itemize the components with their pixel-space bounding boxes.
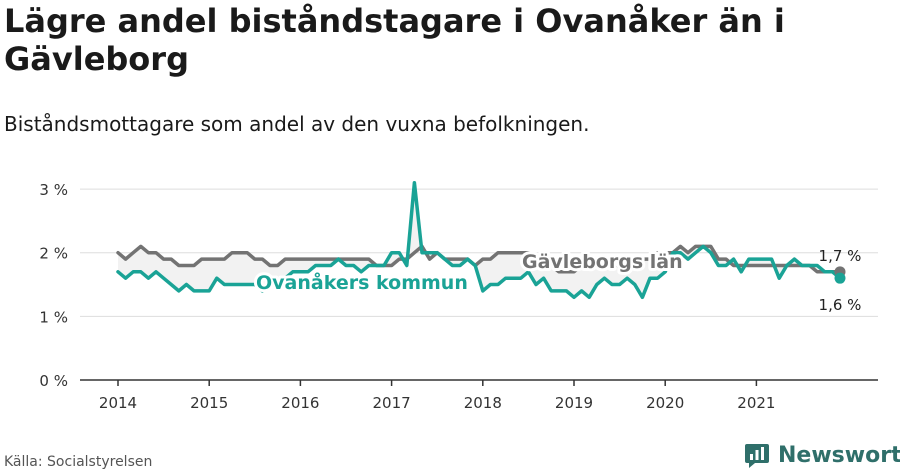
end-value-label-gavleborg: 1,7 % <box>819 247 862 265</box>
x-tick-label: 2014 <box>99 394 137 412</box>
difference-area <box>118 182 840 298</box>
chart-subtitle: Biståndsmottagare som andel av den vuxna… <box>4 112 590 136</box>
x-tick-label: 2020 <box>646 394 684 412</box>
x-tick-label: 2019 <box>555 394 593 412</box>
series-label-gavleborg: Gävleborgs län <box>522 251 683 273</box>
x-tick-label: 2018 <box>464 394 502 412</box>
newsworthy-logo-icon <box>745 444 769 468</box>
y-tick-label: 0 % <box>39 372 68 390</box>
series-label-ovanaker: Ovanåkers kommun <box>256 270 468 294</box>
brand-name: Newsworthy <box>778 442 900 468</box>
y-tick-label: 2 % <box>39 245 68 263</box>
series-line-gavleborg <box>116 244 842 274</box>
y-tick-label: 3 % <box>39 181 68 199</box>
end-point-ovanaker <box>834 272 846 284</box>
x-tick-label: 2021 <box>737 394 775 412</box>
y-tick-label: 1 % <box>39 308 68 326</box>
end-value-label-ovanaker: 1,6 % <box>819 296 862 314</box>
source-note: Källa: Socialstyrelsen <box>4 454 153 470</box>
brand[interactable]: Newsworthy <box>744 440 900 470</box>
x-tick-label: 2016 <box>281 394 319 412</box>
chart-title: Lägre andel biståndstagare i Ovanåker än… <box>4 2 785 78</box>
x-tick-label: 2017 <box>373 394 411 412</box>
series-line-ovanaker <box>116 180 842 300</box>
x-tick-label: 2015 <box>190 394 228 412</box>
